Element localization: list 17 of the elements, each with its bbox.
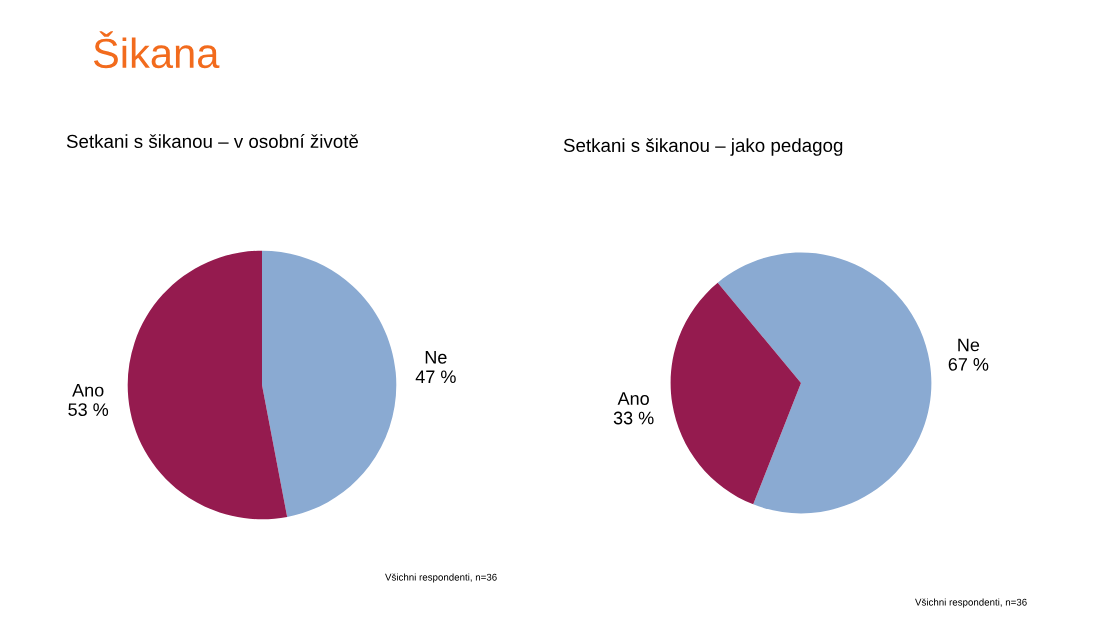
data-label: 47 % xyxy=(415,370,456,384)
text: Všichni respondenti, n=36 xyxy=(915,598,1027,608)
slice-label: Ano xyxy=(617,392,649,405)
pie-slice xyxy=(262,250,397,517)
pie-slice xyxy=(717,252,932,514)
text: Všichni respondenti, n=36 xyxy=(385,573,497,583)
chart-title: Setkani s šikanou – jako pedagog xyxy=(563,138,843,156)
data-label: 67 % xyxy=(948,357,989,371)
data-label: 33 % xyxy=(613,411,654,425)
chart-title: Setkani s šikanou – v osobní životě xyxy=(66,134,359,149)
pie-slice xyxy=(127,250,288,520)
text: Šikana xyxy=(93,31,220,69)
data-label: 53 % xyxy=(68,403,109,416)
slice-label: Ne xyxy=(958,338,980,352)
pie-slice xyxy=(670,282,801,505)
slice-label: Ano xyxy=(72,383,104,397)
slice-label: Ne xyxy=(425,351,447,364)
